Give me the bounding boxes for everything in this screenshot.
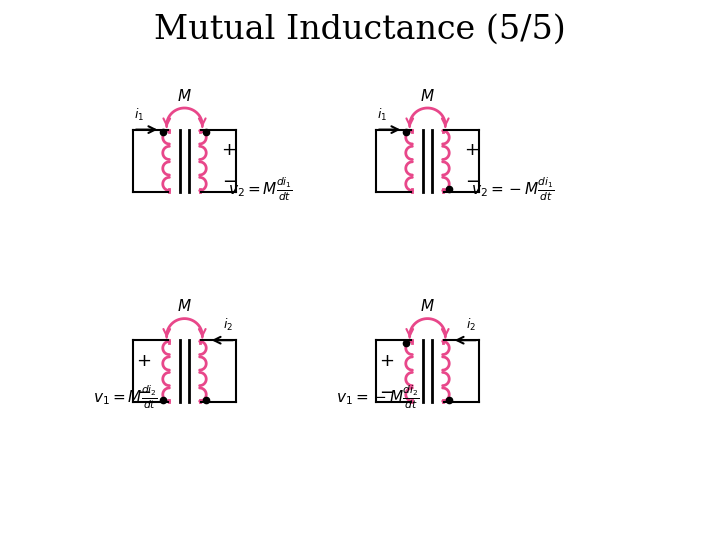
Text: $-$: $-$ bbox=[136, 382, 151, 400]
Text: $v_2 = M \frac{di_1}{dt}$: $v_2 = M \frac{di_1}{dt}$ bbox=[228, 176, 292, 202]
Text: $i_2$: $i_2$ bbox=[466, 317, 476, 333]
Text: $v_2 = -M \frac{di_1}{dt}$: $v_2 = -M \frac{di_1}{dt}$ bbox=[471, 176, 554, 202]
Text: +: + bbox=[379, 352, 394, 370]
Text: $M$: $M$ bbox=[420, 87, 435, 104]
Text: $-$: $-$ bbox=[222, 171, 238, 189]
Text: $v_1 = M \frac{di_2}{dt}$: $v_1 = M \frac{di_2}{dt}$ bbox=[93, 383, 158, 410]
Text: $i_1$: $i_1$ bbox=[134, 106, 145, 123]
Text: $M$: $M$ bbox=[177, 298, 192, 314]
Text: +: + bbox=[464, 141, 479, 159]
Text: $-$: $-$ bbox=[379, 382, 394, 400]
Text: $i_2$: $i_2$ bbox=[223, 317, 233, 333]
Text: Mutual Inductance (5/5): Mutual Inductance (5/5) bbox=[154, 14, 566, 45]
Text: $M$: $M$ bbox=[177, 87, 192, 104]
Text: +: + bbox=[136, 352, 151, 370]
Text: $-$: $-$ bbox=[465, 171, 480, 189]
Text: $M$: $M$ bbox=[420, 298, 435, 314]
Text: $v_1 = -M \frac{di_2}{dt}$: $v_1 = -M \frac{di_2}{dt}$ bbox=[336, 383, 419, 410]
Text: $i_1$: $i_1$ bbox=[377, 106, 387, 123]
Text: +: + bbox=[220, 141, 235, 159]
